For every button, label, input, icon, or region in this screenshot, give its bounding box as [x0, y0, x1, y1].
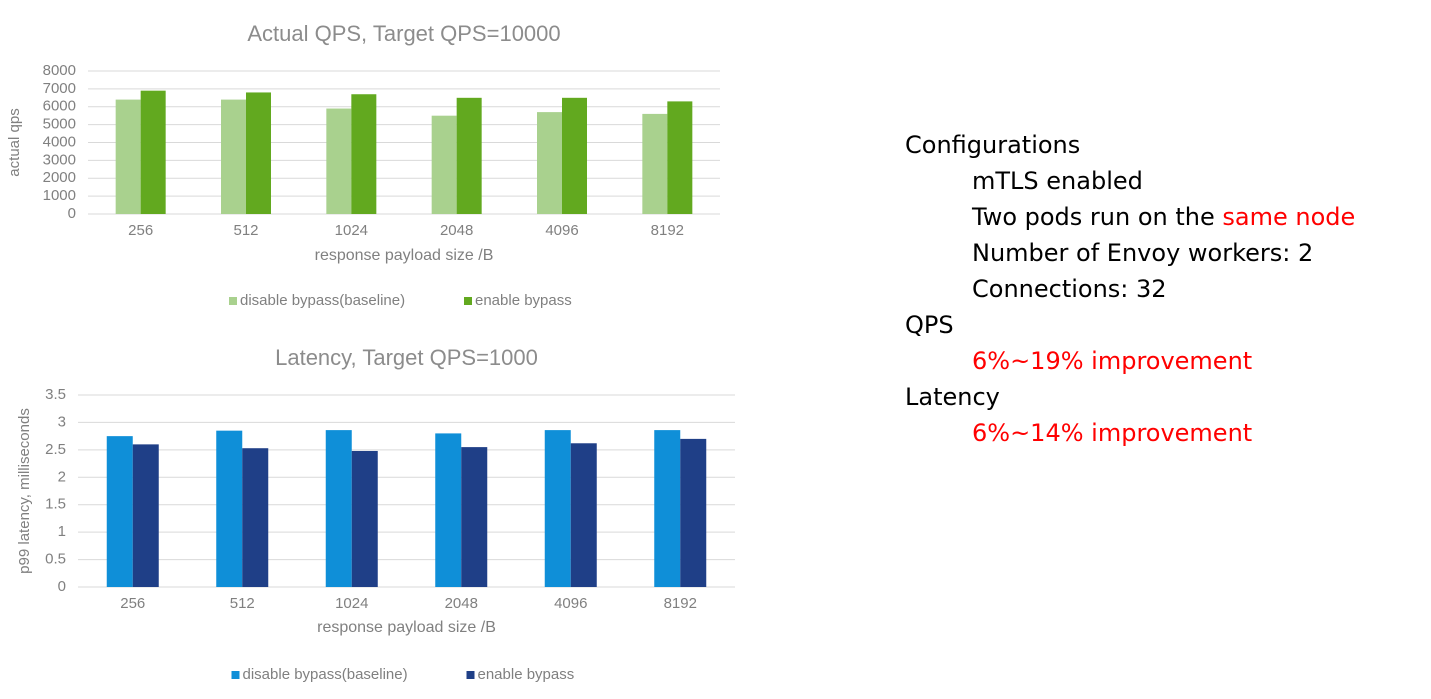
chart-title: Latency, Target QPS=1000 [275, 345, 538, 370]
bar [456, 97, 482, 214]
legend-swatch [466, 671, 475, 679]
bar [115, 99, 141, 214]
x-tick-label: 8192 [651, 222, 684, 239]
note-item: 6%~19% improvement [905, 343, 1355, 379]
y-tick-label: 2 [58, 468, 66, 485]
y-tick-label: 0.5 [45, 551, 66, 568]
y-tick-label: 8000 [43, 62, 76, 79]
note-text: Number of Envoy workers: 2 [972, 239, 1314, 267]
legend-label: enable bypass [475, 292, 572, 309]
x-tick-label: 2048 [445, 595, 478, 612]
bar [351, 94, 377, 214]
bar [562, 97, 587, 214]
x-tick-label: 256 [128, 222, 153, 239]
legend-label: disable bypass(baseline) [243, 666, 408, 683]
y-tick-label: 7000 [43, 80, 76, 97]
bar [654, 430, 681, 587]
y-tick-label: 3 [58, 413, 66, 430]
bar [326, 108, 352, 214]
y-tick-label: 1 [58, 523, 66, 540]
note-text: 6%~14% improvement [972, 419, 1253, 447]
bar [642, 113, 668, 214]
note-item: 6%~14% improvement [905, 415, 1355, 451]
charts: Actual QPS, Target QPS=10000010002000300… [6, 21, 735, 683]
x-tick-label: 512 [233, 222, 258, 239]
bar [570, 443, 597, 587]
bar [680, 438, 707, 587]
note-text: Two pods run on the [972, 203, 1223, 231]
bar [461, 447, 488, 587]
note-heading: QPS [905, 311, 954, 339]
x-tick-label: 4096 [554, 595, 587, 612]
y-tick-label: 4000 [43, 133, 76, 150]
y-tick-label: 2000 [43, 169, 76, 186]
note-item: mTLS enabled [905, 163, 1355, 199]
y-tick-label: 1.5 [45, 496, 66, 513]
bar [325, 430, 352, 587]
chart-title: Actual QPS, Target QPS=10000 [247, 21, 560, 46]
note-item: Connections: 32 [905, 271, 1355, 307]
y-tick-label: 0 [58, 578, 66, 595]
note-text: same node [1222, 203, 1356, 231]
y-tick-label: 3000 [43, 151, 76, 168]
bar [132, 444, 159, 587]
bar [246, 92, 271, 214]
y-tick-label: 5000 [43, 116, 76, 133]
bar [431, 115, 457, 214]
note-text: mTLS enabled [972, 167, 1143, 195]
y-tick-label: 6000 [43, 98, 76, 115]
bar [351, 450, 378, 587]
bar [537, 112, 562, 214]
note-heading: Latency [905, 383, 1000, 411]
x-tick-label: 8192 [664, 595, 697, 612]
note-heading: Configurations [905, 131, 1081, 159]
y-axis-title: p99 latency, milliseconds [16, 408, 33, 574]
x-axis-title: response payload size /B [315, 247, 494, 264]
legend-swatch [231, 671, 240, 679]
note-item: Two pods run on the same node [905, 199, 1355, 235]
y-tick-label: 0 [68, 205, 76, 222]
x-tick-label: 512 [230, 595, 255, 612]
x-axis-title: response payload size /B [317, 619, 496, 636]
bar [242, 448, 269, 587]
legend-label: enable bypass [478, 666, 575, 683]
y-axis-title: actual qps [6, 108, 23, 176]
legend-swatch [464, 297, 472, 305]
x-tick-label: 256 [120, 595, 145, 612]
bar [435, 433, 462, 587]
note-text: 6%~19% improvement [972, 347, 1253, 375]
note-text: Connections: 32 [972, 275, 1167, 303]
bar [216, 430, 243, 587]
note-item: Number of Envoy workers: 2 [905, 235, 1355, 271]
x-tick-label: 2048 [440, 222, 473, 239]
y-tick-label: 1000 [43, 187, 76, 204]
bar [221, 99, 246, 214]
notes-panel: Configurations mTLS enabled Two pods run o… [905, 127, 1355, 451]
bar [544, 430, 571, 587]
x-tick-label: 4096 [545, 222, 578, 239]
bar [106, 436, 133, 587]
y-tick-label: 3.5 [45, 386, 66, 403]
legend-swatch [229, 297, 237, 305]
legend-label: disable bypass(baseline) [240, 292, 405, 309]
x-tick-label: 1024 [335, 595, 368, 612]
bar [667, 101, 693, 214]
bar [140, 90, 166, 214]
y-tick-label: 2.5 [45, 441, 66, 458]
x-tick-label: 1024 [335, 222, 368, 239]
